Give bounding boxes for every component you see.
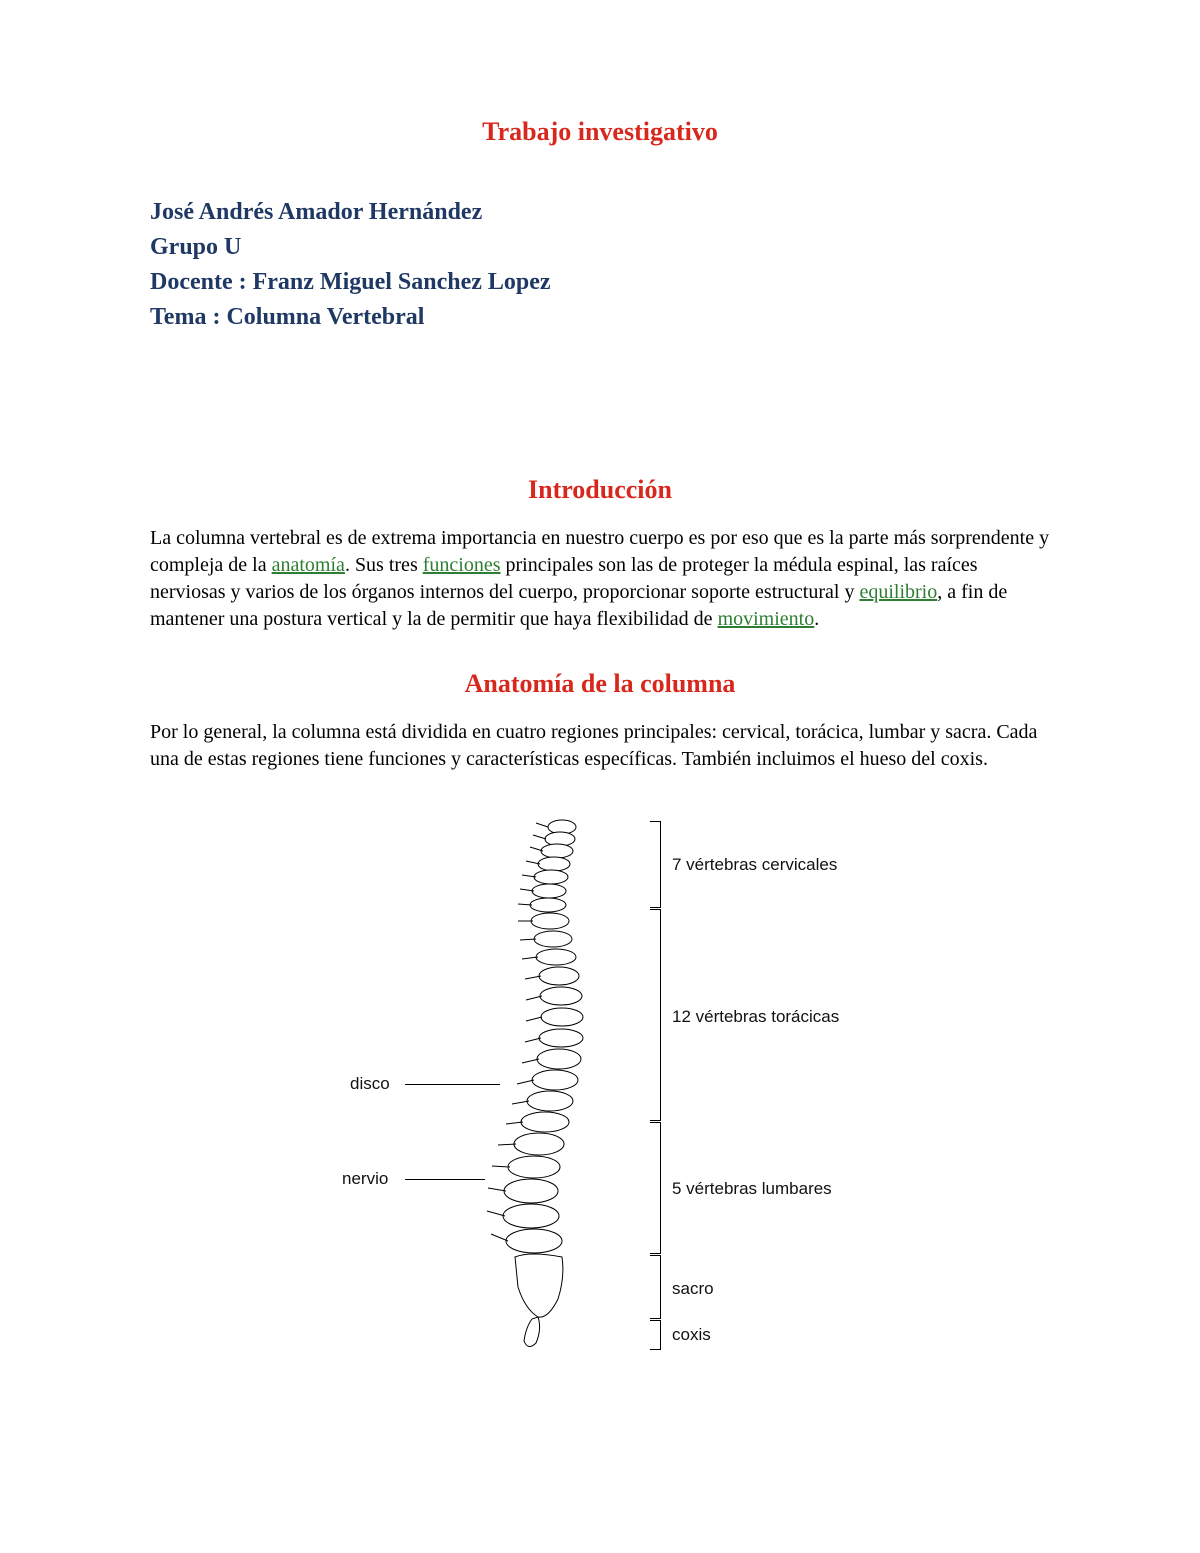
diagram-leader-line: [405, 1179, 485, 1181]
meta-teacher: Docente : Franz Miguel Sanchez Lopez: [150, 265, 1050, 300]
meta-group: Grupo U: [150, 230, 1050, 265]
link-funciones[interactable]: funciones: [423, 554, 501, 576]
introduction-paragraph: La columna vertebral es de extrema impor…: [150, 525, 1050, 633]
introduction-heading: Introducción: [150, 475, 1050, 505]
diagram-label-right: coxis: [672, 1325, 711, 1345]
link-equilibrio[interactable]: equilibrio: [859, 581, 937, 603]
diagram-bracket: [650, 821, 661, 908]
diagram-bracket: [650, 1122, 661, 1254]
author-meta-block: José Andrés Amador Hernández Grupo U Doc…: [150, 195, 1050, 334]
document-page: Trabajo investigativo José Andrés Amador…: [150, 0, 1050, 1429]
diagram-bracket: [650, 1320, 661, 1350]
diagram-label-right: 12 vértebras torácicas: [672, 1007, 839, 1027]
meta-topic: Tema : Columna Vertebral: [150, 300, 1050, 335]
diagram-bracket: [650, 1255, 661, 1319]
link-anatomia[interactable]: anatomía: [272, 554, 345, 576]
spine-illustration: [470, 809, 630, 1369]
spine-diagram: 7 vértebras cervicales 12 vértebras torác…: [320, 809, 880, 1369]
diagram-label-right: 5 vértebras lumbares: [672, 1179, 832, 1199]
diagram-label-right: sacro: [672, 1279, 714, 1299]
diagram-bracket: [650, 909, 661, 1121]
spine-diagram-container: 7 vértebras cervicales 12 vértebras torác…: [320, 809, 880, 1369]
intro-text: . Sus tres: [345, 554, 423, 576]
anatomy-heading: Anatomía de la columna: [150, 669, 1050, 699]
intro-text: .: [814, 608, 819, 630]
diagram-label-left: nervio: [342, 1169, 388, 1189]
link-movimiento[interactable]: movimiento: [718, 608, 815, 630]
main-title: Trabajo investigativo: [150, 117, 1050, 147]
diagram-label-left: disco: [350, 1074, 390, 1094]
diagram-leader-line: [405, 1084, 500, 1086]
meta-author: José Andrés Amador Hernández: [150, 195, 1050, 230]
diagram-label-right: 7 vértebras cervicales: [672, 855, 837, 875]
anatomy-paragraph: Por lo general, la columna está dividida…: [150, 719, 1050, 773]
